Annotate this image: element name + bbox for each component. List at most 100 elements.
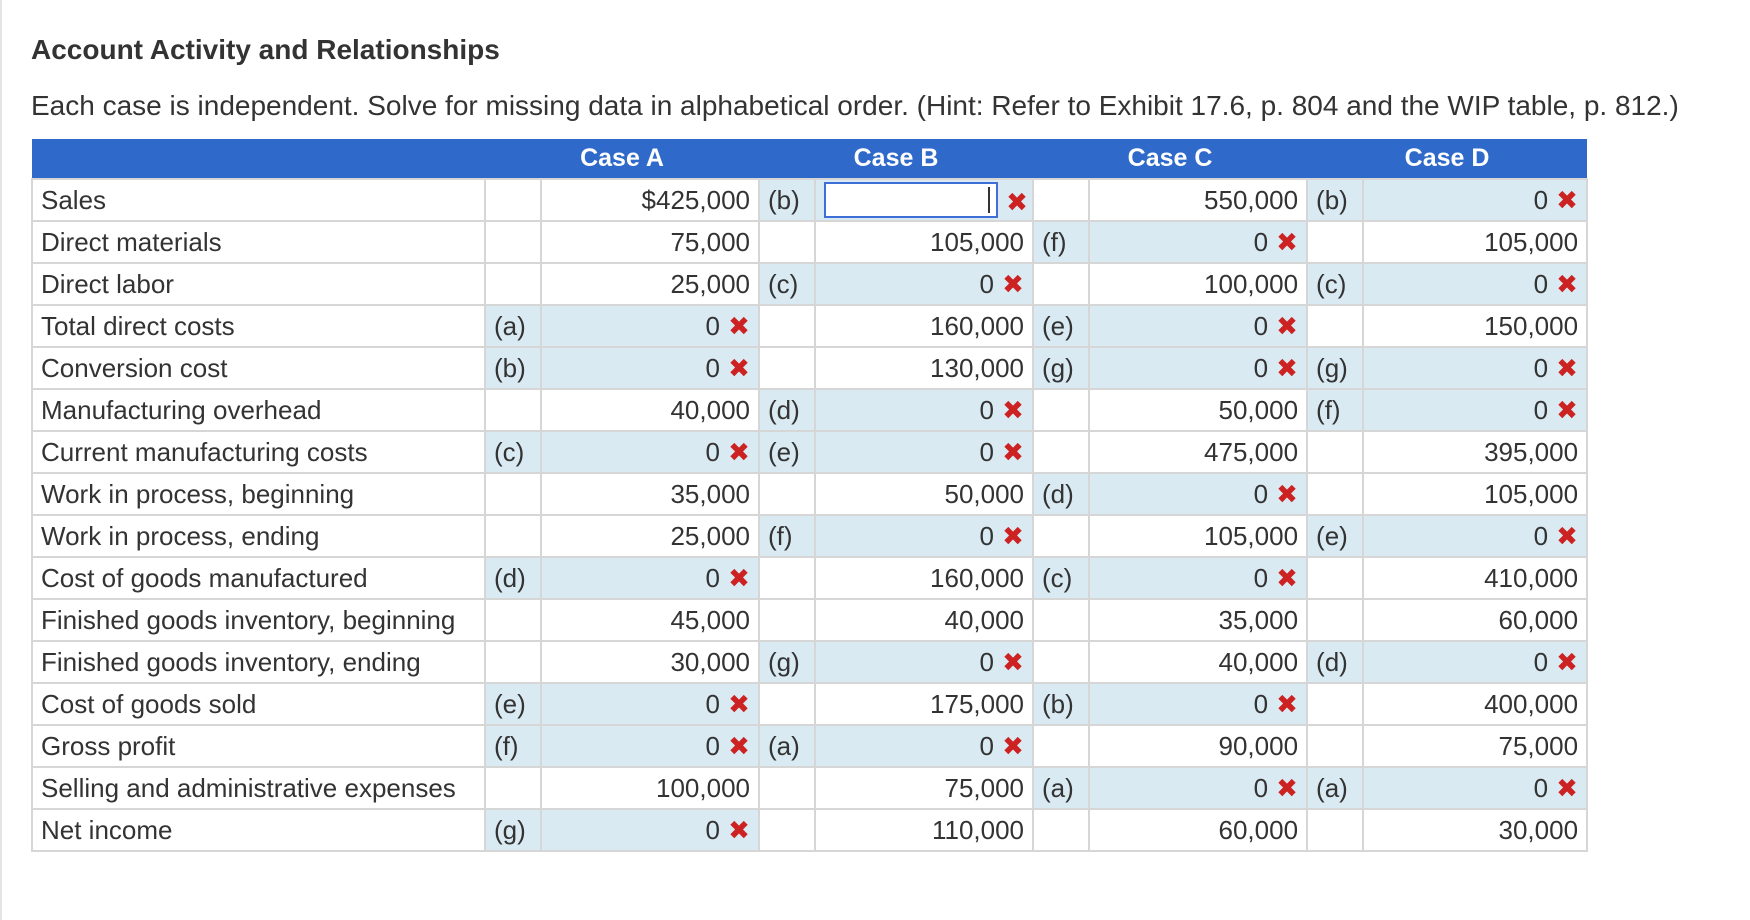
x-mark-icon: ✖: [728, 688, 750, 719]
case-a-answer-input[interactable]: 0 ✖: [540, 556, 760, 600]
case-c-marker: (c): [1032, 556, 1091, 600]
case-d-marker: [1306, 724, 1365, 768]
given-value: 30,000: [670, 646, 750, 677]
case-b-marker: [758, 598, 816, 642]
case-c-answer-input[interactable]: 0 ✖: [1088, 766, 1309, 810]
case-d-marker: [1306, 430, 1365, 474]
case-c-marker: (f): [1032, 220, 1091, 264]
case-d-marker: (e): [1306, 514, 1365, 558]
case-b-given-value: 160,000: [813, 556, 1035, 600]
given-value: 25,000: [670, 520, 750, 551]
case-header-row: Case A Case B Case C Case D: [32, 139, 1588, 179]
case-b-header: Case B: [759, 139, 1034, 179]
case-b-answer-input[interactable]: 0 ✖: [813, 388, 1035, 432]
x-mark-icon: ✖: [728, 310, 750, 341]
case-b-marker: (f): [758, 514, 816, 558]
x-mark-icon: ✖: [1556, 520, 1578, 551]
given-value: 400,000: [1484, 688, 1579, 719]
case-a-marker: (c): [484, 430, 542, 474]
case-c-answer-input[interactable]: 0 ✖: [1088, 682, 1309, 726]
case-d-given-value: 75,000: [1362, 724, 1589, 768]
case-c-answer-input[interactable]: 0 ✖: [1088, 472, 1309, 516]
table-row: Gross profit (f) 0 ✖ (a) 0 ✖ 90,000 75,000: [31, 724, 1589, 768]
row-label: Cost of goods manufactured: [31, 556, 486, 600]
table-row: Conversion cost (b) 0 ✖ 130,000 (g) 0 ✖ (g) 0 ✖: [31, 346, 1589, 390]
x-mark-icon: ✖: [1276, 478, 1298, 509]
answer-value: 0: [1533, 772, 1549, 803]
case-d-answer-input[interactable]: 0 ✖: [1362, 262, 1589, 306]
given-value: 75,000: [1498, 730, 1579, 761]
case-b-sales-input[interactable]: ✖: [813, 178, 1035, 222]
case-d-answer-input[interactable]: 0 ✖: [1362, 766, 1589, 810]
case-a-marker: (e): [484, 682, 542, 726]
case-c-answer-input[interactable]: 0 ✖: [1088, 556, 1309, 600]
case-a-marker: [484, 598, 542, 642]
given-value: 110,000: [931, 814, 1025, 845]
case-d-marker: [1306, 682, 1365, 726]
case-b-answer-input[interactable]: 0 ✖: [813, 514, 1035, 558]
case-c-answer-input[interactable]: 0 ✖: [1088, 346, 1309, 390]
case-c-marker: [1032, 724, 1091, 768]
table-row: Direct labor 25,000 (c) 0 ✖ 100,000 (c) 0 ✖: [31, 262, 1589, 306]
case-a-answer-input[interactable]: 0 ✖: [540, 346, 760, 390]
case-a-given-value: 35,000: [540, 472, 760, 516]
case-b-given-value: 50,000: [813, 472, 1035, 516]
given-value: 100,000: [1204, 268, 1299, 299]
table-row: Net income (g) 0 ✖ 110,000 60,000 30,000: [31, 808, 1589, 852]
case-a-answer-input[interactable]: 0 ✖: [540, 682, 760, 726]
given-value: 25,000: [670, 268, 750, 299]
case-a-given-value: 25,000: [540, 514, 760, 558]
x-mark-icon: ✖: [1006, 187, 1028, 217]
case-d-header: Case D: [1307, 139, 1588, 179]
given-value: 550,000: [1204, 184, 1299, 215]
case-c-marker: [1032, 430, 1091, 474]
case-d-given-value: 105,000: [1362, 220, 1589, 264]
case-b-answer-input[interactable]: 0 ✖: [813, 262, 1035, 306]
case-a-marker: [484, 766, 542, 810]
case-c-given-value: 90,000: [1088, 724, 1309, 768]
answer-value: 0: [705, 352, 720, 383]
case-b-answer-input[interactable]: 0 ✖: [813, 430, 1035, 474]
x-mark-icon: ✖: [1556, 268, 1578, 299]
case-c-marker: [1032, 178, 1091, 222]
given-value: 30,000: [1498, 814, 1579, 845]
case-c-given-value: 40,000: [1088, 640, 1309, 684]
answer-input-focused[interactable]: [824, 182, 999, 218]
case-b-given-value: 110,000: [813, 808, 1035, 852]
case-d-marker: [1306, 598, 1365, 642]
case-a-answer-input[interactable]: 0 ✖: [540, 304, 760, 348]
answer-value: 0: [1253, 562, 1269, 593]
case-b-answer-input[interactable]: 0 ✖: [813, 724, 1035, 768]
given-value: $425,000: [641, 184, 750, 215]
case-a-answer-input[interactable]: 0 ✖: [540, 808, 760, 852]
table-row: Work in process, beginning 35,000 50,000 (d…: [31, 472, 1589, 516]
x-mark-icon: ✖: [1002, 436, 1024, 467]
case-b-answer-input[interactable]: 0 ✖: [813, 640, 1035, 684]
case-c-answer-input[interactable]: 0 ✖: [1088, 304, 1309, 348]
row-label: Gross profit: [31, 724, 486, 768]
case-a-marker: (b): [484, 346, 542, 390]
case-b-marker: (d): [758, 388, 816, 432]
case-d-answer-input[interactable]: 0 ✖: [1362, 178, 1589, 222]
case-d-answer-input[interactable]: 0 ✖: [1362, 346, 1589, 390]
case-d-answer-input[interactable]: 0 ✖: [1362, 388, 1589, 432]
answer-value: 0: [705, 730, 720, 761]
row-label: Finished goods inventory, ending: [31, 640, 486, 684]
x-mark-icon: ✖: [1556, 394, 1578, 425]
case-d-answer-input[interactable]: 0 ✖: [1362, 514, 1589, 558]
case-c-answer-input[interactable]: 0 ✖: [1088, 220, 1309, 264]
x-mark-icon: ✖: [728, 730, 750, 761]
answer-value: 0: [705, 814, 720, 845]
case-a-header: Case A: [485, 139, 759, 179]
case-c-marker: (g): [1032, 346, 1091, 390]
given-value: 395,000: [1484, 436, 1579, 467]
case-a-answer-input[interactable]: 0 ✖: [540, 724, 760, 768]
case-d-marker: [1306, 220, 1365, 264]
case-a-marker: [484, 220, 542, 264]
case-d-answer-input[interactable]: 0 ✖: [1362, 640, 1589, 684]
answer-value: 0: [979, 436, 995, 467]
x-mark-icon: ✖: [1276, 772, 1298, 803]
x-mark-icon: ✖: [1002, 268, 1024, 299]
case-a-answer-input[interactable]: 0 ✖: [540, 430, 760, 474]
case-d-given-value: 150,000: [1362, 304, 1589, 348]
